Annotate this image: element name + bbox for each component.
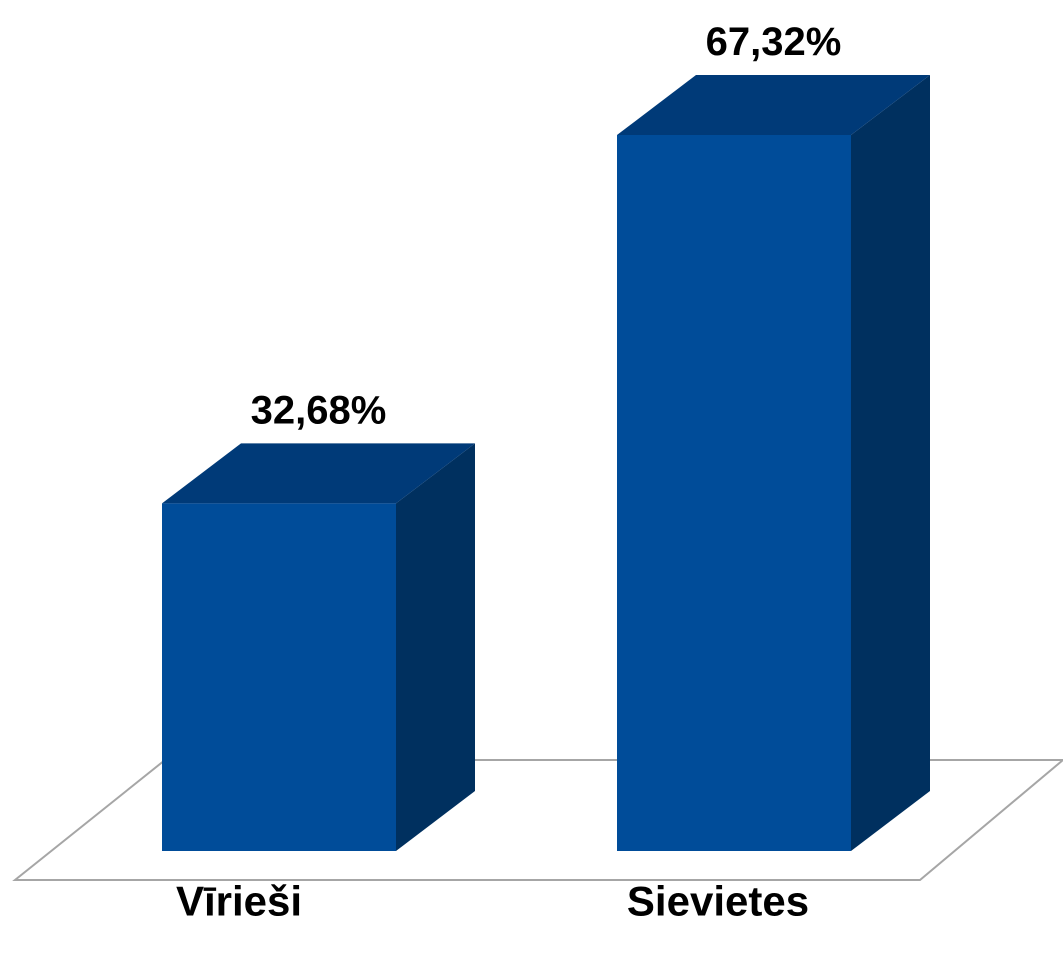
bar-top-face (162, 443, 475, 504)
bar-side-face (396, 443, 475, 851)
data-label: 67,32% (706, 20, 842, 64)
bar-front-face (162, 503, 396, 851)
bar-side-face (851, 75, 930, 851)
bar-top-face (617, 75, 930, 135)
bars-layer (162, 75, 930, 851)
category-label: Vīrieši (176, 877, 302, 924)
data-label: 32,68% (251, 388, 387, 432)
labels-layer: 32,68% Vīrieši 67,32% Sievietes (176, 20, 841, 924)
bar-2 (617, 75, 930, 851)
bar-1 (162, 443, 475, 851)
chart-floor (12, 759, 1063, 881)
category-label: Sievietes (627, 877, 809, 924)
bar-front-face (617, 135, 851, 851)
